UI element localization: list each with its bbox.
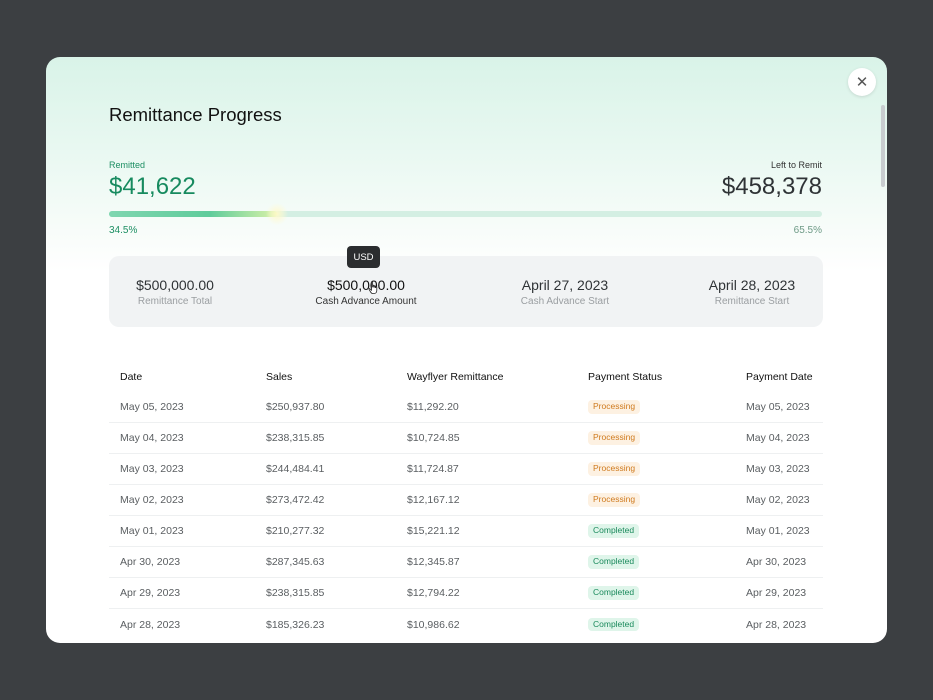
table-row[interactable]: May 03, 2023 $244,484.41 $11,724.87 Process… (109, 454, 823, 485)
table-body: May 05, 2023 $250,937.80 $11,292.20 Process… (109, 392, 823, 640)
row-remittance: $10,986.62 (407, 618, 460, 631)
row-payment-date: May 02, 2023 (746, 494, 810, 506)
summary-label: Cash Advance Start (520, 296, 610, 307)
remittance-progress-modal: ✕ Remittance Progress Remitted Left to R… (46, 57, 887, 643)
header-wayflyer-remittance[interactable]: Wayflyer Remittance (407, 371, 504, 383)
row-payment-status: Completed (588, 547, 640, 577)
status-badge: Processing (588, 493, 641, 507)
row-remittance: $12,345.87 (407, 556, 460, 568)
remitted-amount: $41,622 (109, 173, 196, 200)
table-row[interactable]: May 02, 2023 $273,472.42 $12,167.12 Process… (109, 485, 823, 516)
close-icon: ✕ (855, 73, 869, 91)
currency-tooltip: USD (347, 246, 380, 268)
summary-value: April 27, 2023 (521, 277, 609, 293)
row-date: May 03, 2023 (120, 463, 184, 475)
row-remittance: $11,724.87 (407, 463, 459, 475)
remitted-percentage: 34.5% (109, 225, 138, 236)
table-row[interactable]: May 01, 2023 $210,277.32 $15,221.12 Complet… (109, 516, 823, 547)
summary-value: $500,000.00 (136, 277, 214, 293)
row-sales: $238,315.85 (266, 432, 325, 444)
status-badge: Completed (588, 586, 640, 600)
summary-cash-advance-start: April 27, 2023 Cash Advance Start (521, 277, 609, 307)
left-to-remit-label: Left to Remit (770, 160, 822, 170)
row-date: May 02, 2023 (120, 494, 184, 506)
status-badge: Completed (588, 555, 640, 569)
row-payment-status: Processing (588, 485, 641, 515)
row-sales: $273,472.42 (266, 494, 325, 506)
modal-title: Remittance Progress (109, 104, 282, 125)
row-payment-date: Apr 28, 2023 (746, 618, 807, 631)
table-row[interactable]: May 04, 2023 $238,315.85 $10,724.85 Process… (109, 423, 823, 454)
scrollbar-thumb[interactable] (881, 105, 885, 187)
header-sales[interactable]: Sales (266, 371, 293, 383)
row-date: Apr 30, 2023 (120, 556, 181, 568)
row-payment-status: Processing (588, 423, 641, 453)
status-badge: Processing (588, 462, 641, 476)
row-sales: $238,315.85 (266, 587, 325, 599)
row-remittance: $12,167.12 (407, 494, 460, 506)
summary-value: $500,000.00 (327, 277, 405, 293)
status-badge: Completed (588, 524, 640, 538)
table-row[interactable]: Apr 29, 2023 $238,315.85 $12,794.22 Complet… (109, 578, 823, 609)
status-badge: Processing (588, 400, 641, 414)
row-sales: $210,277.32 (266, 525, 325, 537)
header-payment-status[interactable]: Payment Status (588, 371, 663, 383)
table-row[interactable]: Apr 30, 2023 $287,345.63 $12,345.87 Complet… (109, 547, 823, 578)
row-payment-date: May 03, 2023 (746, 463, 810, 475)
row-payment-status: Completed (588, 609, 640, 640)
row-date: May 04, 2023 (120, 432, 184, 444)
row-remittance: $15,221.12 (407, 525, 460, 537)
remittance-progress-bar (109, 203, 822, 225)
summary-remittance-start: April 28, 2023 Remittance Start (709, 277, 795, 307)
row-sales: $185,326.23 (266, 618, 325, 631)
remitted-label: Remitted (109, 160, 146, 170)
hand-pointer-icon (368, 281, 378, 294)
summary-value: April 28, 2023 (708, 277, 796, 293)
row-date: Apr 28, 2023 (120, 618, 181, 631)
summary-label: Remittance Start (714, 296, 790, 307)
row-date: May 05, 2023 (120, 401, 184, 413)
summary-remittance-total: $500,000.00 Remittance Total (136, 277, 214, 307)
row-payment-date: May 04, 2023 (746, 432, 810, 444)
close-button[interactable]: ✕ (848, 68, 876, 96)
left-percentage: 65.5% (793, 225, 822, 236)
row-sales: $287,345.63 (266, 556, 325, 568)
row-payment-date: Apr 30, 2023 (746, 556, 807, 568)
row-remittance: $11,292.20 (407, 401, 459, 413)
left-to-remit-amount: $458,378 (721, 173, 822, 200)
table-row[interactable]: Apr 28, 2023 $185,326.23 $10,986.62 Complet… (109, 609, 823, 640)
row-payment-date: May 01, 2023 (746, 525, 810, 537)
row-payment-status: Processing (588, 454, 641, 484)
row-remittance: $10,724.85 (407, 432, 460, 444)
summary-label: Cash Advance Amount (315, 296, 417, 307)
progress-bar-glow (265, 203, 288, 225)
row-payment-status: Completed (588, 516, 640, 546)
row-sales: $250,937.80 (266, 401, 325, 413)
status-badge: Processing (588, 431, 641, 445)
row-payment-status: Processing (588, 392, 641, 422)
summary-cash-advance-amount[interactable]: $500,000.00 Cash Advance Amount (315, 277, 416, 307)
summary-card: $500,000.00 Remittance Total $500,000.00… (109, 256, 823, 327)
progress-bar-fill (109, 211, 277, 217)
table-row[interactable]: May 05, 2023 $250,937.80 $11,292.20 Process… (109, 392, 823, 423)
header-payment-date[interactable]: Payment Date (746, 371, 813, 383)
row-payment-date: Apr 29, 2023 (746, 587, 807, 599)
row-sales: $244,484.41 (266, 463, 325, 475)
row-date: Apr 29, 2023 (120, 587, 181, 599)
row-payment-date: May 05, 2023 (746, 401, 810, 413)
row-date: May 01, 2023 (120, 525, 184, 537)
row-remittance: $12,794.22 (407, 587, 460, 599)
header-date[interactable]: Date (120, 371, 143, 383)
remittance-table: Date Sales Wayflyer Remittance Payment S… (109, 362, 823, 640)
row-payment-status: Completed (588, 578, 640, 608)
summary-label: Remittance Total (137, 296, 213, 307)
table-header: Date Sales Wayflyer Remittance Payment S… (109, 362, 823, 392)
status-badge: Completed (588, 617, 640, 632)
